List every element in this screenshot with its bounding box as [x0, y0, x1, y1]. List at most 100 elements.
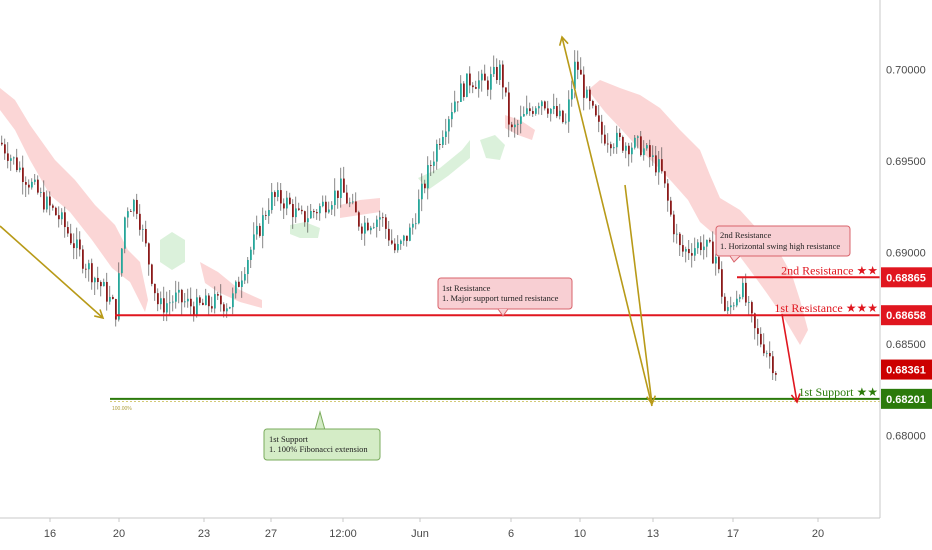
candle-body [412, 223, 414, 228]
candle-body [736, 298, 738, 306]
candle-body [694, 248, 696, 256]
candle-body [439, 144, 441, 145]
candle-body [772, 356, 774, 374]
candle-body [262, 215, 264, 236]
candle-body [436, 144, 438, 162]
candle-body [19, 167, 21, 171]
candle-body [586, 89, 588, 98]
candle-body [313, 210, 315, 213]
level-price-badge [881, 305, 932, 326]
candle-body [88, 263, 90, 270]
annotation-1st-resistance-text: 1. Major support turned resistance [442, 293, 559, 303]
candle-body [610, 144, 612, 149]
candle-body [94, 277, 96, 283]
candle-body [388, 228, 390, 241]
candle-body [709, 239, 711, 242]
candle-body [595, 105, 597, 116]
candle-body [148, 243, 150, 265]
candle-body [154, 283, 156, 294]
candle-body [307, 218, 309, 223]
candle-body [181, 289, 183, 303]
downtrend-arrow-head [94, 309, 105, 320]
candle-body [280, 190, 282, 204]
candle-body [418, 199, 420, 224]
y-tick-label: 0.69000 [886, 248, 926, 260]
candle-body [73, 243, 75, 249]
candle-body [484, 73, 486, 81]
candle-body [604, 134, 606, 144]
candle-body [493, 66, 495, 75]
candle-body [286, 197, 288, 209]
candle-body [544, 101, 546, 109]
annotation-1st-resistance: 1st Resistance 1. Major support turned r… [437, 277, 573, 317]
candlestick-series [1, 50, 777, 381]
candle-body [646, 145, 648, 149]
candle-body [289, 197, 291, 205]
candle-body [529, 108, 531, 112]
candle-body [667, 183, 669, 201]
candle-body [352, 201, 354, 203]
candle-body [52, 205, 54, 208]
candle-body [556, 106, 558, 117]
candle-body [268, 210, 270, 216]
candle-body [523, 113, 525, 117]
candle-body [715, 256, 717, 264]
candle-body [70, 233, 72, 244]
candle-body [367, 222, 369, 231]
candle-body [298, 208, 300, 210]
candle-body [31, 181, 33, 188]
downtrend-arrow [0, 225, 104, 319]
candle-body [706, 239, 708, 247]
candle-body [220, 295, 222, 305]
candle-body [109, 296, 111, 302]
candle-body [295, 208, 297, 218]
candle-body [328, 209, 330, 213]
candle-body [397, 244, 399, 251]
candle-body [406, 235, 408, 241]
candle-body [622, 137, 624, 151]
candle-body [322, 201, 324, 207]
annotation-2nd-resistance-title: 2nd Resistance [720, 230, 771, 240]
candle-body [232, 293, 234, 308]
candle-body [166, 303, 168, 313]
x-tick-label: 20 [113, 528, 125, 540]
candle-body [745, 282, 747, 303]
candle-body [82, 249, 84, 269]
candle-body [151, 264, 153, 284]
candle-body [205, 295, 207, 306]
candle-body [559, 110, 561, 117]
candle-body [766, 352, 768, 354]
x-tick-label: 13 [647, 528, 659, 540]
candle-body [235, 281, 237, 294]
candle-body [247, 259, 249, 275]
candle-body [655, 155, 657, 173]
candle-body [664, 171, 666, 184]
candle-body [385, 217, 387, 229]
candle-body [703, 246, 705, 251]
candle-body [730, 305, 732, 308]
candle-body [679, 233, 681, 246]
level-price-text: 0.68201 [886, 394, 926, 406]
candle-body [532, 111, 534, 114]
candle-body [121, 248, 123, 274]
candle-body [61, 212, 63, 220]
cloud-bearish-area [588, 80, 808, 345]
candle-body [538, 106, 540, 109]
candle-body [496, 66, 498, 80]
fib-extension-arrow [624, 184, 653, 405]
candle-body [724, 296, 726, 311]
candle-body [85, 268, 87, 270]
candle-body [400, 240, 402, 245]
candle-body [34, 179, 36, 182]
candle-body [10, 158, 12, 161]
candle-body [487, 80, 489, 90]
candle-body [727, 307, 729, 311]
candle-body [652, 155, 654, 157]
candle-body [466, 73, 468, 97]
candle-body [748, 302, 750, 303]
last-price-text: 0.68361 [886, 365, 926, 377]
candle-body [712, 241, 714, 264]
candle-body [274, 192, 276, 197]
candle-body [403, 235, 405, 241]
